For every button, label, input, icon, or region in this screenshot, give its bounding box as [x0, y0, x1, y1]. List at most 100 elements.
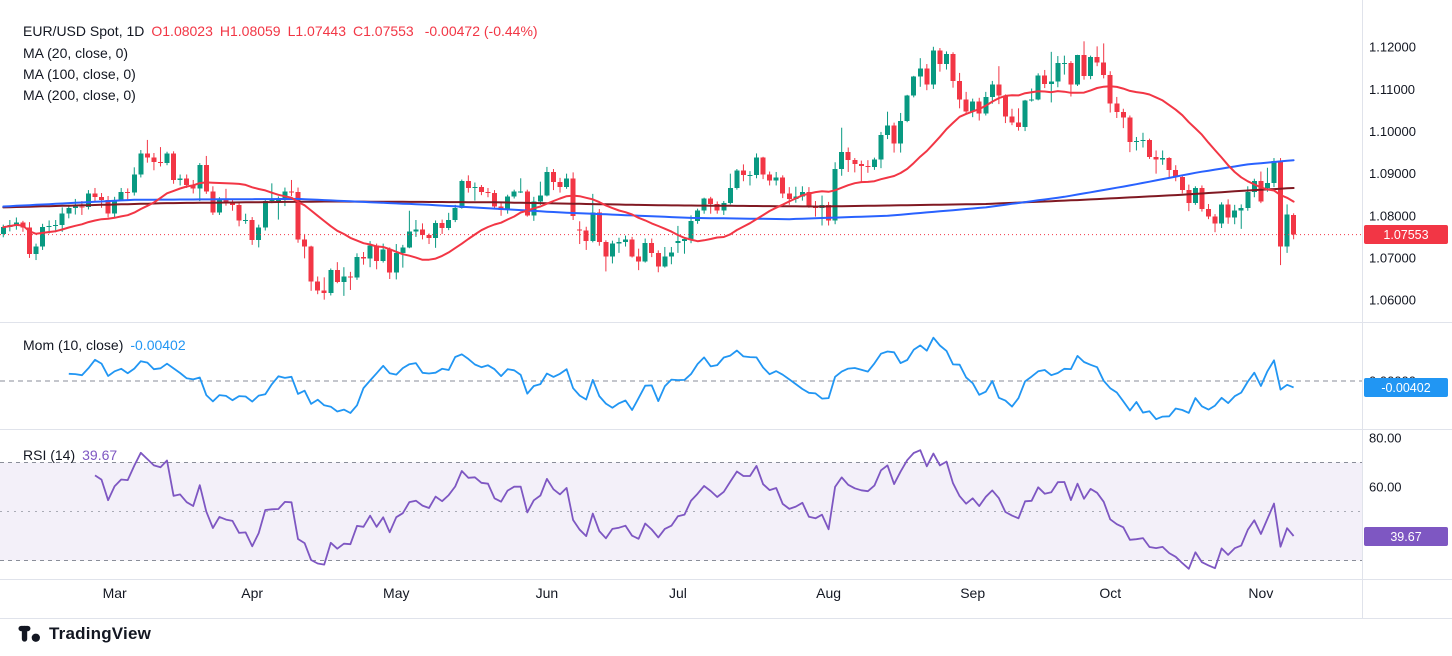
candle-body — [1199, 187, 1205, 210]
candle-body — [577, 229, 583, 231]
candle-body — [118, 192, 124, 200]
candle-body — [184, 178, 190, 186]
candle-body — [1094, 56, 1100, 63]
candle-body — [950, 53, 956, 81]
momentum-line — [68, 336, 1294, 421]
rsi-legend-label[interactable]: RSI (14) — [23, 447, 76, 463]
candle-body — [629, 239, 635, 257]
candle-body — [832, 169, 838, 221]
candle-body — [288, 191, 294, 193]
candle-body — [668, 252, 674, 257]
momentum-legend-value: -0.00402 — [130, 337, 186, 353]
time-axis-label: Jul — [669, 585, 687, 601]
ma200-line — [2, 187, 1295, 209]
time-axis-label: May — [383, 585, 409, 601]
candle-body — [1127, 117, 1133, 143]
candle-body — [203, 165, 209, 192]
candle-body — [930, 50, 936, 85]
candle-body — [256, 227, 262, 241]
candle-body — [917, 68, 923, 77]
candle-body — [871, 159, 877, 167]
candle-body — [465, 181, 471, 188]
candle-body — [53, 225, 59, 227]
ma20-legend[interactable]: MA (20, close, 0) — [23, 45, 129, 61]
candle-body — [236, 204, 242, 221]
candle-body — [223, 199, 229, 204]
candle-body — [40, 227, 46, 247]
candle-body — [433, 222, 439, 239]
price-axis-label: 1.09000 — [1369, 166, 1416, 181]
candle-body — [315, 281, 321, 291]
candle-body — [1278, 161, 1284, 247]
candle-body — [367, 245, 373, 259]
candle-body — [852, 160, 858, 164]
candle-body — [492, 193, 498, 207]
ohlc-high: H1.08059 — [219, 23, 281, 39]
candle-body — [642, 243, 648, 262]
candle-body — [302, 239, 308, 247]
candle-body — [1074, 55, 1080, 85]
candle-body — [858, 163, 864, 167]
candle-body — [943, 53, 949, 65]
candle-body — [1061, 62, 1067, 64]
tradingview-logo-text: TradingView — [49, 623, 152, 643]
candle-body — [957, 80, 963, 100]
candle-body — [275, 199, 281, 201]
candle-body — [144, 153, 150, 158]
candle-body — [1284, 214, 1290, 247]
candle-body — [970, 101, 976, 112]
candle-body — [688, 220, 694, 239]
candle-body — [177, 178, 183, 180]
time-axis-label: Oct — [1099, 585, 1121, 601]
price-axis-label: 1.06000 — [1369, 293, 1416, 308]
candle-body — [361, 257, 367, 259]
candle-body — [341, 276, 347, 282]
tradingview-logo[interactable]: TradingView — [18, 622, 151, 645]
candle-body — [125, 192, 131, 194]
price-axis-label: 1.11000 — [1369, 82, 1415, 97]
candle-body — [446, 220, 452, 229]
candle-body — [1002, 95, 1008, 117]
candle-body — [511, 191, 517, 197]
time-axis-label: Sep — [960, 585, 985, 601]
candle-body — [105, 199, 111, 214]
symbol-title[interactable]: EUR/USD Spot, 1D — [23, 23, 145, 39]
candle-body — [1009, 116, 1015, 123]
ma100-legend[interactable]: MA (100, close, 0) — [23, 66, 136, 82]
ma200-legend[interactable]: MA (200, close, 0) — [23, 87, 136, 103]
candle-body — [1251, 180, 1257, 192]
candle-body — [354, 257, 360, 278]
candle-body — [66, 207, 72, 214]
candle-body — [609, 243, 615, 257]
candle-body — [636, 256, 642, 262]
candle-body — [13, 222, 19, 226]
candle-body — [393, 252, 399, 273]
candle-body — [1088, 56, 1094, 76]
momentum-legend-label[interactable]: Mom (10, close) — [23, 337, 124, 353]
price-axis-label: 1.08000 — [1369, 208, 1416, 223]
candle-body — [131, 174, 137, 193]
candle-body — [1068, 62, 1074, 85]
candle-body — [544, 171, 550, 196]
candle-body — [865, 166, 871, 168]
candle-body — [1173, 169, 1179, 178]
candle-body — [976, 101, 982, 114]
candle-body — [911, 76, 917, 96]
candle-body — [1245, 191, 1251, 209]
candle-body — [963, 99, 969, 112]
candle-body — [1029, 99, 1035, 101]
candle-body — [1048, 81, 1054, 84]
momentum-legend: Mom (10, close) -0.00402 — [23, 337, 186, 353]
rsi-legend-value: 39.67 — [82, 447, 118, 463]
candle-body — [400, 247, 406, 253]
ma100-line — [2, 159, 1295, 221]
candle-body — [1186, 190, 1192, 204]
candle-body — [826, 204, 832, 221]
candle-body — [1232, 210, 1238, 218]
candle-body — [1179, 177, 1185, 191]
candle-body — [59, 213, 65, 226]
rsi-legend: RSI (14) 39.67 — [23, 447, 117, 463]
candle-body — [33, 246, 39, 255]
